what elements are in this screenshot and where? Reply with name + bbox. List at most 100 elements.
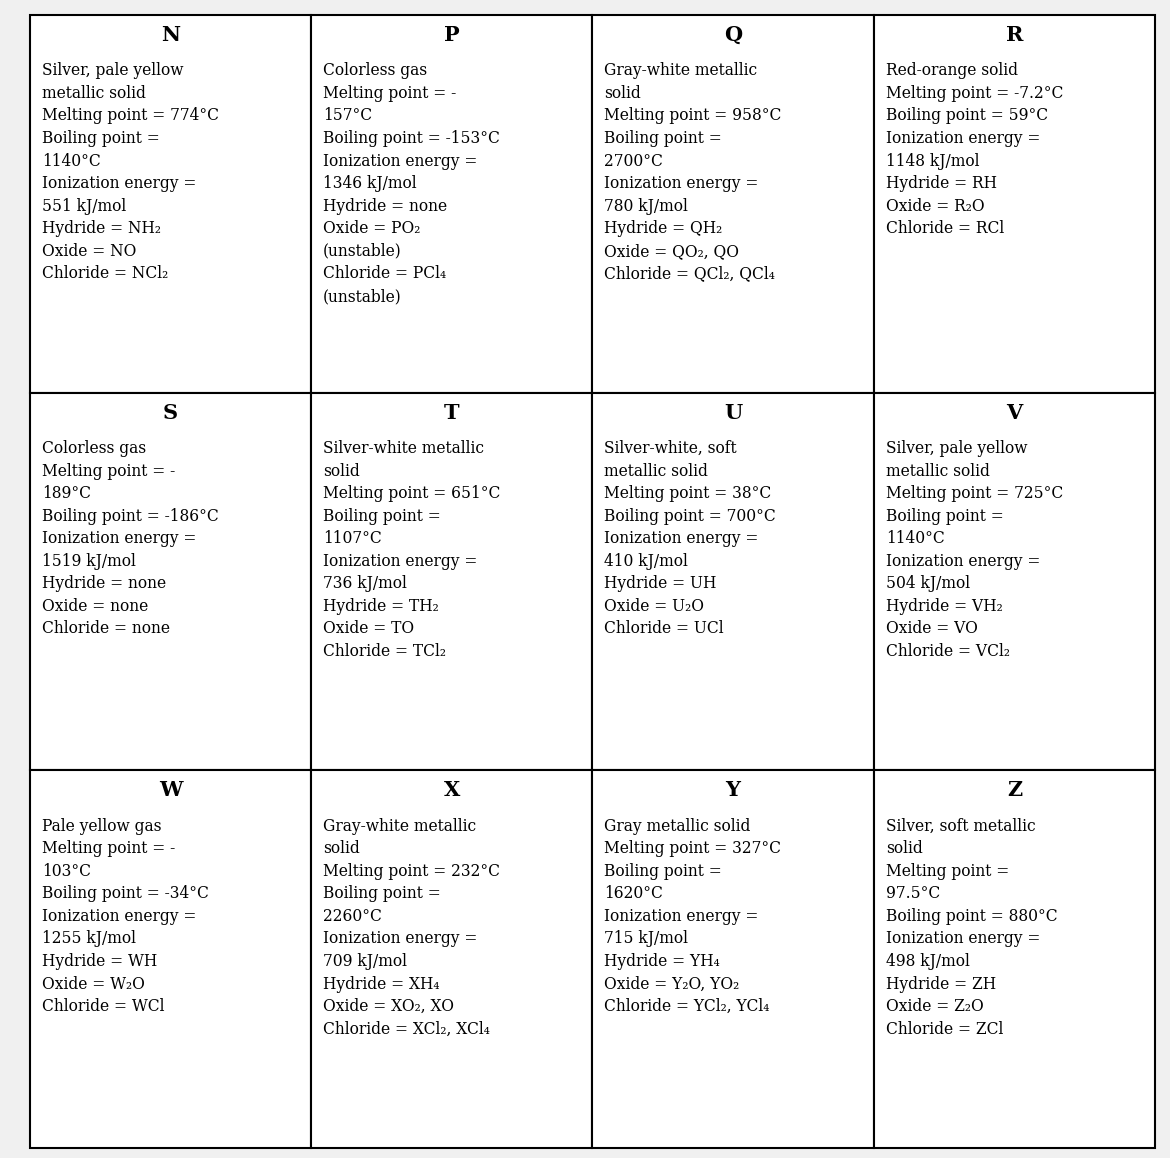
Text: Chloride = RCl: Chloride = RCl [886,220,1004,237]
Text: 1140°C: 1140°C [886,530,944,548]
Text: X: X [443,780,460,800]
Text: 2260°C: 2260°C [323,908,383,925]
Text: T: T [445,403,460,423]
Text: 780 kJ/mol: 780 kJ/mol [605,198,688,214]
Text: Silver-white, soft: Silver-white, soft [605,440,737,457]
Text: Melting point = -: Melting point = - [42,841,176,857]
Text: Ionization energy =: Ionization energy = [886,552,1040,570]
Text: Oxide = U₂O: Oxide = U₂O [605,598,704,615]
Text: Melting point =: Melting point = [886,863,1009,880]
Text: Ionization energy =: Ionization energy = [605,530,759,548]
Text: Hydride = UH: Hydride = UH [605,576,717,593]
Text: Oxide = Y₂O, YO₂: Oxide = Y₂O, YO₂ [605,975,739,992]
Bar [592,15,874,393]
Text: Boiling point = 59°C: Boiling point = 59°C [886,108,1048,124]
Text: Ionization energy =: Ionization energy = [42,175,197,192]
Text: Boiling point =: Boiling point = [605,863,722,880]
Text: 1346 kJ/mol: 1346 kJ/mol [323,175,417,192]
Text: Boiling point =: Boiling point = [886,507,1004,525]
Text: Silver, soft metallic: Silver, soft metallic [886,818,1035,835]
Text: Chloride = PCl₄: Chloride = PCl₄ [323,265,447,283]
Text: Q: Q [724,25,742,45]
Text: solid: solid [605,85,641,102]
Text: Red-orange solid: Red-orange solid [886,63,1018,80]
Text: Hydride = TH₂: Hydride = TH₂ [323,598,439,615]
Text: 1255 kJ/mol: 1255 kJ/mol [42,930,136,947]
Text: Hydride = NH₂: Hydride = NH₂ [42,220,161,237]
Text: Melting point = 774°C: Melting point = 774°C [42,108,219,124]
Text: Oxide = none: Oxide = none [42,598,149,615]
Text: 189°C: 189°C [42,485,91,503]
Bar [311,393,592,770]
Text: solid: solid [886,841,922,857]
Text: metallic solid: metallic solid [42,85,146,102]
Bar [30,393,311,770]
Text: 1107°C: 1107°C [323,530,381,548]
Text: Chloride = VCl₂: Chloride = VCl₂ [886,643,1010,660]
Bar [592,393,874,770]
Text: Chloride = ZCl: Chloride = ZCl [886,1020,1003,1038]
Text: Y: Y [725,780,741,800]
Text: Melting point = 38°C: Melting point = 38°C [605,485,772,503]
Bar [874,15,1155,393]
Text: Ionization energy =: Ionization energy = [323,930,477,947]
Text: (unstable): (unstable) [323,288,402,305]
Text: Boiling point = 700°C: Boiling point = 700°C [605,507,776,525]
Text: 1620°C: 1620°C [605,886,663,902]
Text: Colorless gas: Colorless gas [42,440,146,457]
Text: Boiling point =: Boiling point = [42,130,160,147]
Bar [30,15,311,393]
Text: Gray-white metallic: Gray-white metallic [323,818,476,835]
Text: metallic solid: metallic solid [886,462,990,479]
Text: 157°C: 157°C [323,108,372,124]
Text: solid: solid [323,462,360,479]
Text: Boiling point =: Boiling point = [605,130,722,147]
Text: 1148 kJ/mol: 1148 kJ/mol [886,153,979,169]
Text: Boiling point =: Boiling point = [323,886,441,902]
Bar [30,770,311,1148]
Text: W: W [159,780,183,800]
Text: Colorless gas: Colorless gas [323,63,427,80]
Text: Oxide = QO₂, QO: Oxide = QO₂, QO [605,243,739,259]
Text: Chloride = UCl: Chloride = UCl [605,621,724,637]
Text: Oxide = PO₂: Oxide = PO₂ [323,220,421,237]
Text: Boiling point = -34°C: Boiling point = -34°C [42,886,209,902]
Text: Oxide = XO₂, XO: Oxide = XO₂, XO [323,998,454,1016]
Text: Oxide = TO: Oxide = TO [323,621,414,637]
Text: Hydride = RH: Hydride = RH [886,175,997,192]
Text: Oxide = Z₂O: Oxide = Z₂O [886,998,984,1016]
Text: Z: Z [1007,780,1021,800]
Text: 498 kJ/mol: 498 kJ/mol [886,953,970,970]
Text: Oxide = NO: Oxide = NO [42,243,137,259]
Bar [874,393,1155,770]
Text: Hydride = none: Hydride = none [42,576,166,593]
Bar [592,770,874,1148]
Text: Melting point = 651°C: Melting point = 651°C [323,485,501,503]
Text: P: P [445,25,460,45]
Text: metallic solid: metallic solid [605,462,708,479]
Text: Hydride = VH₂: Hydride = VH₂ [886,598,1003,615]
Text: Hydride = WH: Hydride = WH [42,953,157,970]
Text: 97.5°C: 97.5°C [886,886,940,902]
Text: V: V [1006,403,1023,423]
Text: Boiling point = -153°C: Boiling point = -153°C [323,130,500,147]
Text: 715 kJ/mol: 715 kJ/mol [605,930,688,947]
Text: Pale yellow gas: Pale yellow gas [42,818,161,835]
Text: 504 kJ/mol: 504 kJ/mol [886,576,970,593]
Text: (unstable): (unstable) [323,243,402,259]
Text: Chloride = NCl₂: Chloride = NCl₂ [42,265,168,283]
Text: 551 kJ/mol: 551 kJ/mol [42,198,126,214]
Text: Melting point = -7.2°C: Melting point = -7.2°C [886,85,1064,102]
Text: R: R [1006,25,1023,45]
Text: Ionization energy =: Ionization energy = [323,153,477,169]
Text: Melting point = -: Melting point = - [323,85,456,102]
Text: Chloride = YCl₂, YCl₄: Chloride = YCl₂, YCl₄ [605,998,770,1016]
Text: 410 kJ/mol: 410 kJ/mol [605,552,688,570]
Text: Oxide = VO: Oxide = VO [886,621,978,637]
Text: Hydride = ZH: Hydride = ZH [886,975,996,992]
Text: Melting point = 958°C: Melting point = 958°C [605,108,782,124]
Text: S: S [163,403,178,423]
Text: solid: solid [323,841,360,857]
Text: 103°C: 103°C [42,863,91,880]
Text: U: U [724,403,742,423]
